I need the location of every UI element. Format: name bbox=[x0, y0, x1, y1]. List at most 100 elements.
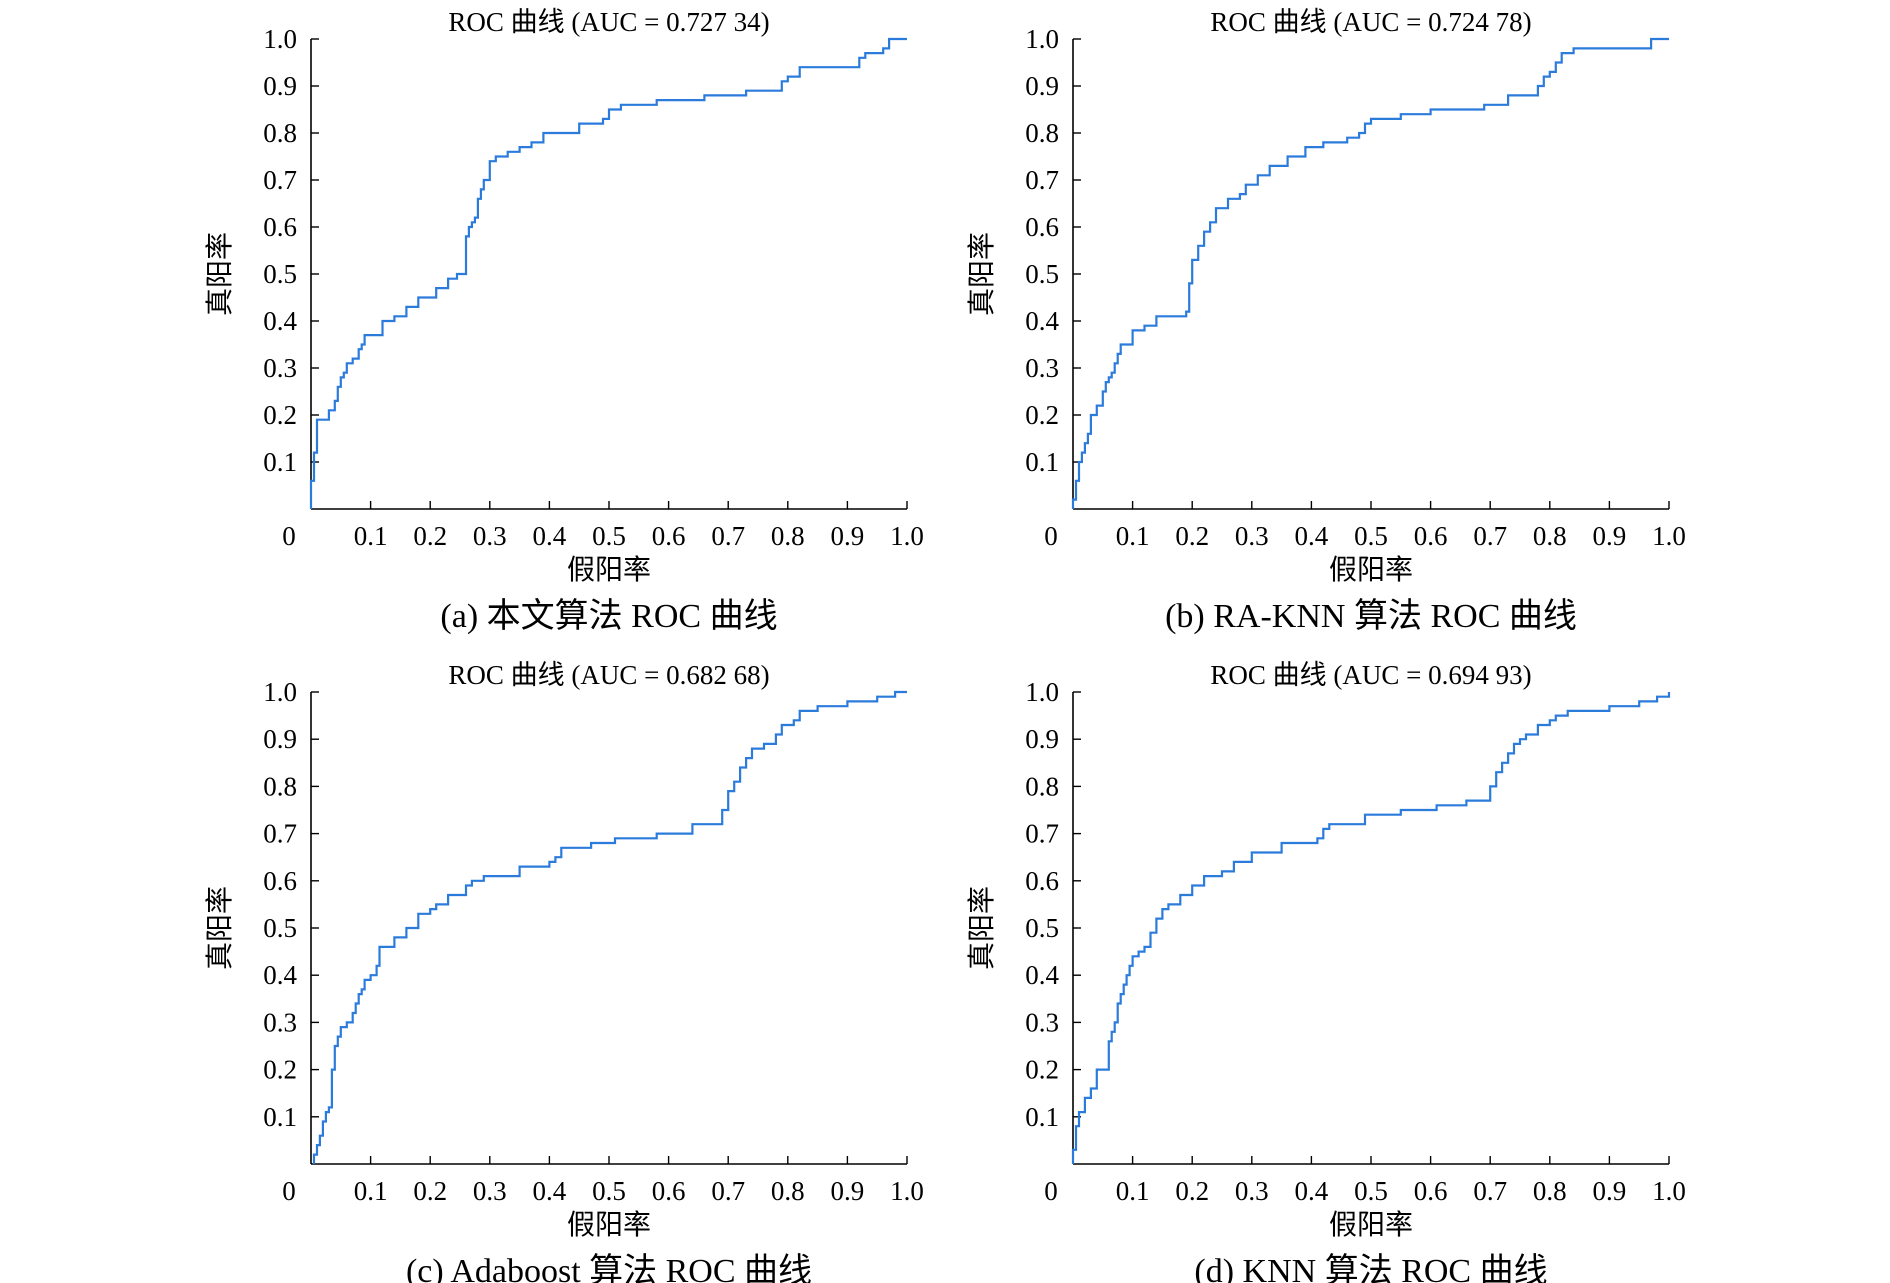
y-tick-label: 0.6 bbox=[263, 212, 297, 242]
roc-curve bbox=[1071, 692, 1671, 1164]
x-tick-label: 0.9 bbox=[1593, 521, 1627, 551]
roc-curve bbox=[309, 37, 907, 509]
y-tick-label: 0.6 bbox=[1025, 212, 1059, 242]
x-tick-label: 0.9 bbox=[831, 521, 865, 551]
y-axis-label: 真阳率 bbox=[204, 232, 236, 316]
y-tick-label: 0.5 bbox=[263, 913, 297, 943]
x-tick-label: 0.8 bbox=[1533, 521, 1567, 551]
x-tick-label: 0.5 bbox=[1354, 1176, 1388, 1206]
x-tick-label: 1.0 bbox=[1652, 1176, 1686, 1206]
panel-d: 0 0.1 0.2 0.3 0.4 0.5 0.6 0.7 0.8 0.9 1.0 0.1 0.2 0.3… bbox=[966, 660, 1686, 1283]
y-tick-label: 0.7 bbox=[1025, 819, 1059, 849]
y-tick-label: 0.4 bbox=[263, 306, 297, 336]
chart-title: ROC 曲线 (AUC = 0.694 93) bbox=[1210, 660, 1531, 690]
x-tick-label: 0.7 bbox=[1473, 1176, 1507, 1206]
x-axis-label: 假阳率 bbox=[1329, 1209, 1413, 1241]
y-tick-label: 1.0 bbox=[1025, 677, 1059, 707]
x-axis-label: 假阳率 bbox=[567, 554, 651, 586]
chart-title: ROC 曲线 (AUC = 0.724 78) bbox=[1210, 7, 1531, 37]
x-tick-label: 0.4 bbox=[1295, 1176, 1329, 1206]
y-tick-label: 1.0 bbox=[263, 24, 297, 54]
x-tick-label: 0.2 bbox=[1175, 521, 1209, 551]
x-tick-label: 0.4 bbox=[1295, 521, 1329, 551]
y-axis-label: 真阳率 bbox=[204, 886, 236, 970]
y-tick-label: 0.2 bbox=[1025, 400, 1059, 430]
x-tick-label: 0.7 bbox=[711, 1176, 745, 1206]
x-tick-label: 0.7 bbox=[711, 521, 745, 551]
x-tick-label: 0.3 bbox=[1235, 1176, 1269, 1206]
x-tick-label: 0 bbox=[282, 1176, 296, 1206]
x-tick-label: 0.5 bbox=[592, 1176, 626, 1206]
y-tick-label: 0.5 bbox=[1025, 259, 1059, 289]
x-tick-label: 0.8 bbox=[771, 521, 805, 551]
chart-title: ROC 曲线 (AUC = 0.682 68) bbox=[448, 660, 769, 690]
y-tick-label: 0.4 bbox=[1025, 306, 1059, 336]
x-tick-label: 0.7 bbox=[1473, 521, 1507, 551]
panel-b: 0 0.1 0.2 0.3 0.4 0.5 0.6 0.7 0.8 0.9 1.0 0.1 0.2 0.3… bbox=[966, 7, 1686, 635]
x-tick-label: 0.2 bbox=[1175, 1176, 1209, 1206]
x-axis-label: 假阳率 bbox=[1329, 554, 1413, 586]
x-tick-label: 0.6 bbox=[1414, 1176, 1448, 1206]
x-tick-label: 0.6 bbox=[652, 521, 686, 551]
x-tick-label: 1.0 bbox=[1652, 521, 1686, 551]
x-tick-label: 1.0 bbox=[890, 1176, 924, 1206]
x-tick-label: 0.9 bbox=[831, 1176, 865, 1206]
y-tick-label: 0.4 bbox=[263, 960, 297, 990]
y-tick-label: 0.1 bbox=[1025, 447, 1059, 477]
y-tick-label: 0.2 bbox=[263, 1055, 297, 1085]
y-tick-label: 0.7 bbox=[1025, 165, 1059, 195]
x-tick-label: 0.6 bbox=[652, 1176, 686, 1206]
y-tick-label: 1.0 bbox=[263, 677, 297, 707]
y-tick-label: 0.1 bbox=[263, 447, 297, 477]
y-tick-label: 0.1 bbox=[1025, 1102, 1059, 1132]
x-tick-label: 0.9 bbox=[1593, 1176, 1627, 1206]
x-tick-label: 0.4 bbox=[533, 1176, 567, 1206]
panel-caption: (c) Adaboost 算法 ROC 曲线 bbox=[406, 1252, 812, 1283]
y-tick-label: 0.8 bbox=[263, 118, 297, 148]
roc-curve bbox=[312, 690, 907, 1164]
x-tick-label: 0.1 bbox=[354, 521, 388, 551]
y-tick-label: 0.3 bbox=[1025, 1007, 1059, 1037]
y-tick-label: 0.6 bbox=[263, 866, 297, 896]
x-tick-label: 1.0 bbox=[890, 521, 924, 551]
x-tick-label: 0 bbox=[282, 521, 296, 551]
x-tick-label: 0.5 bbox=[1354, 521, 1388, 551]
y-tick-label: 0.3 bbox=[263, 1007, 297, 1037]
y-axis-label: 真阳率 bbox=[966, 886, 998, 970]
y-tick-label: 0.8 bbox=[1025, 118, 1059, 148]
x-tick-label: 0 bbox=[1044, 521, 1058, 551]
x-tick-label: 0.8 bbox=[771, 1176, 805, 1206]
y-tick-label: 0.7 bbox=[263, 819, 297, 849]
y-axis-label: 真阳率 bbox=[966, 232, 998, 316]
x-tick-label: 0 bbox=[1044, 1176, 1058, 1206]
y-tick-label: 0.9 bbox=[1025, 71, 1059, 101]
x-axis-label: 假阳率 bbox=[567, 1209, 651, 1241]
x-tick-label: 0.6 bbox=[1414, 521, 1448, 551]
y-tick-label: 0.5 bbox=[1025, 913, 1059, 943]
x-tick-label: 0.1 bbox=[354, 1176, 388, 1206]
y-tick-label: 0.4 bbox=[1025, 960, 1059, 990]
y-tick-label: 0.8 bbox=[263, 771, 297, 801]
x-tick-label: 0.1 bbox=[1116, 1176, 1150, 1206]
y-tick-label: 1.0 bbox=[1025, 24, 1059, 54]
x-tick-label: 0.4 bbox=[533, 521, 567, 551]
panel-caption: (a) 本文算法 ROC 曲线 bbox=[440, 597, 777, 635]
y-tick-label: 0.9 bbox=[263, 71, 297, 101]
y-tick-label: 0.8 bbox=[1025, 771, 1059, 801]
x-tick-label: 0.2 bbox=[413, 521, 447, 551]
y-tick-label: 0.3 bbox=[263, 353, 297, 383]
chart-title: ROC 曲线 (AUC = 0.727 34) bbox=[448, 7, 769, 37]
y-tick-label: 0.2 bbox=[1025, 1055, 1059, 1085]
x-tick-label: 0.1 bbox=[1116, 521, 1150, 551]
panel-caption: (d) KNN 算法 ROC 曲线 bbox=[1194, 1252, 1547, 1283]
panel-c: 0 0.1 0.2 0.3 0.4 0.5 0.6 0.7 0.8 0.9 1.0 0.1 0.2 0.3… bbox=[204, 660, 924, 1283]
y-tick-label: 0.9 bbox=[263, 724, 297, 754]
panel-caption: (b) RA-KNN 算法 ROC 曲线 bbox=[1165, 597, 1577, 635]
y-tick-label: 0.6 bbox=[1025, 866, 1059, 896]
x-tick-label: 0.3 bbox=[1235, 521, 1269, 551]
x-tick-label: 0.2 bbox=[413, 1176, 447, 1206]
x-tick-label: 0.5 bbox=[592, 521, 626, 551]
x-tick-label: 0.8 bbox=[1533, 1176, 1567, 1206]
y-tick-label: 0.5 bbox=[263, 259, 297, 289]
